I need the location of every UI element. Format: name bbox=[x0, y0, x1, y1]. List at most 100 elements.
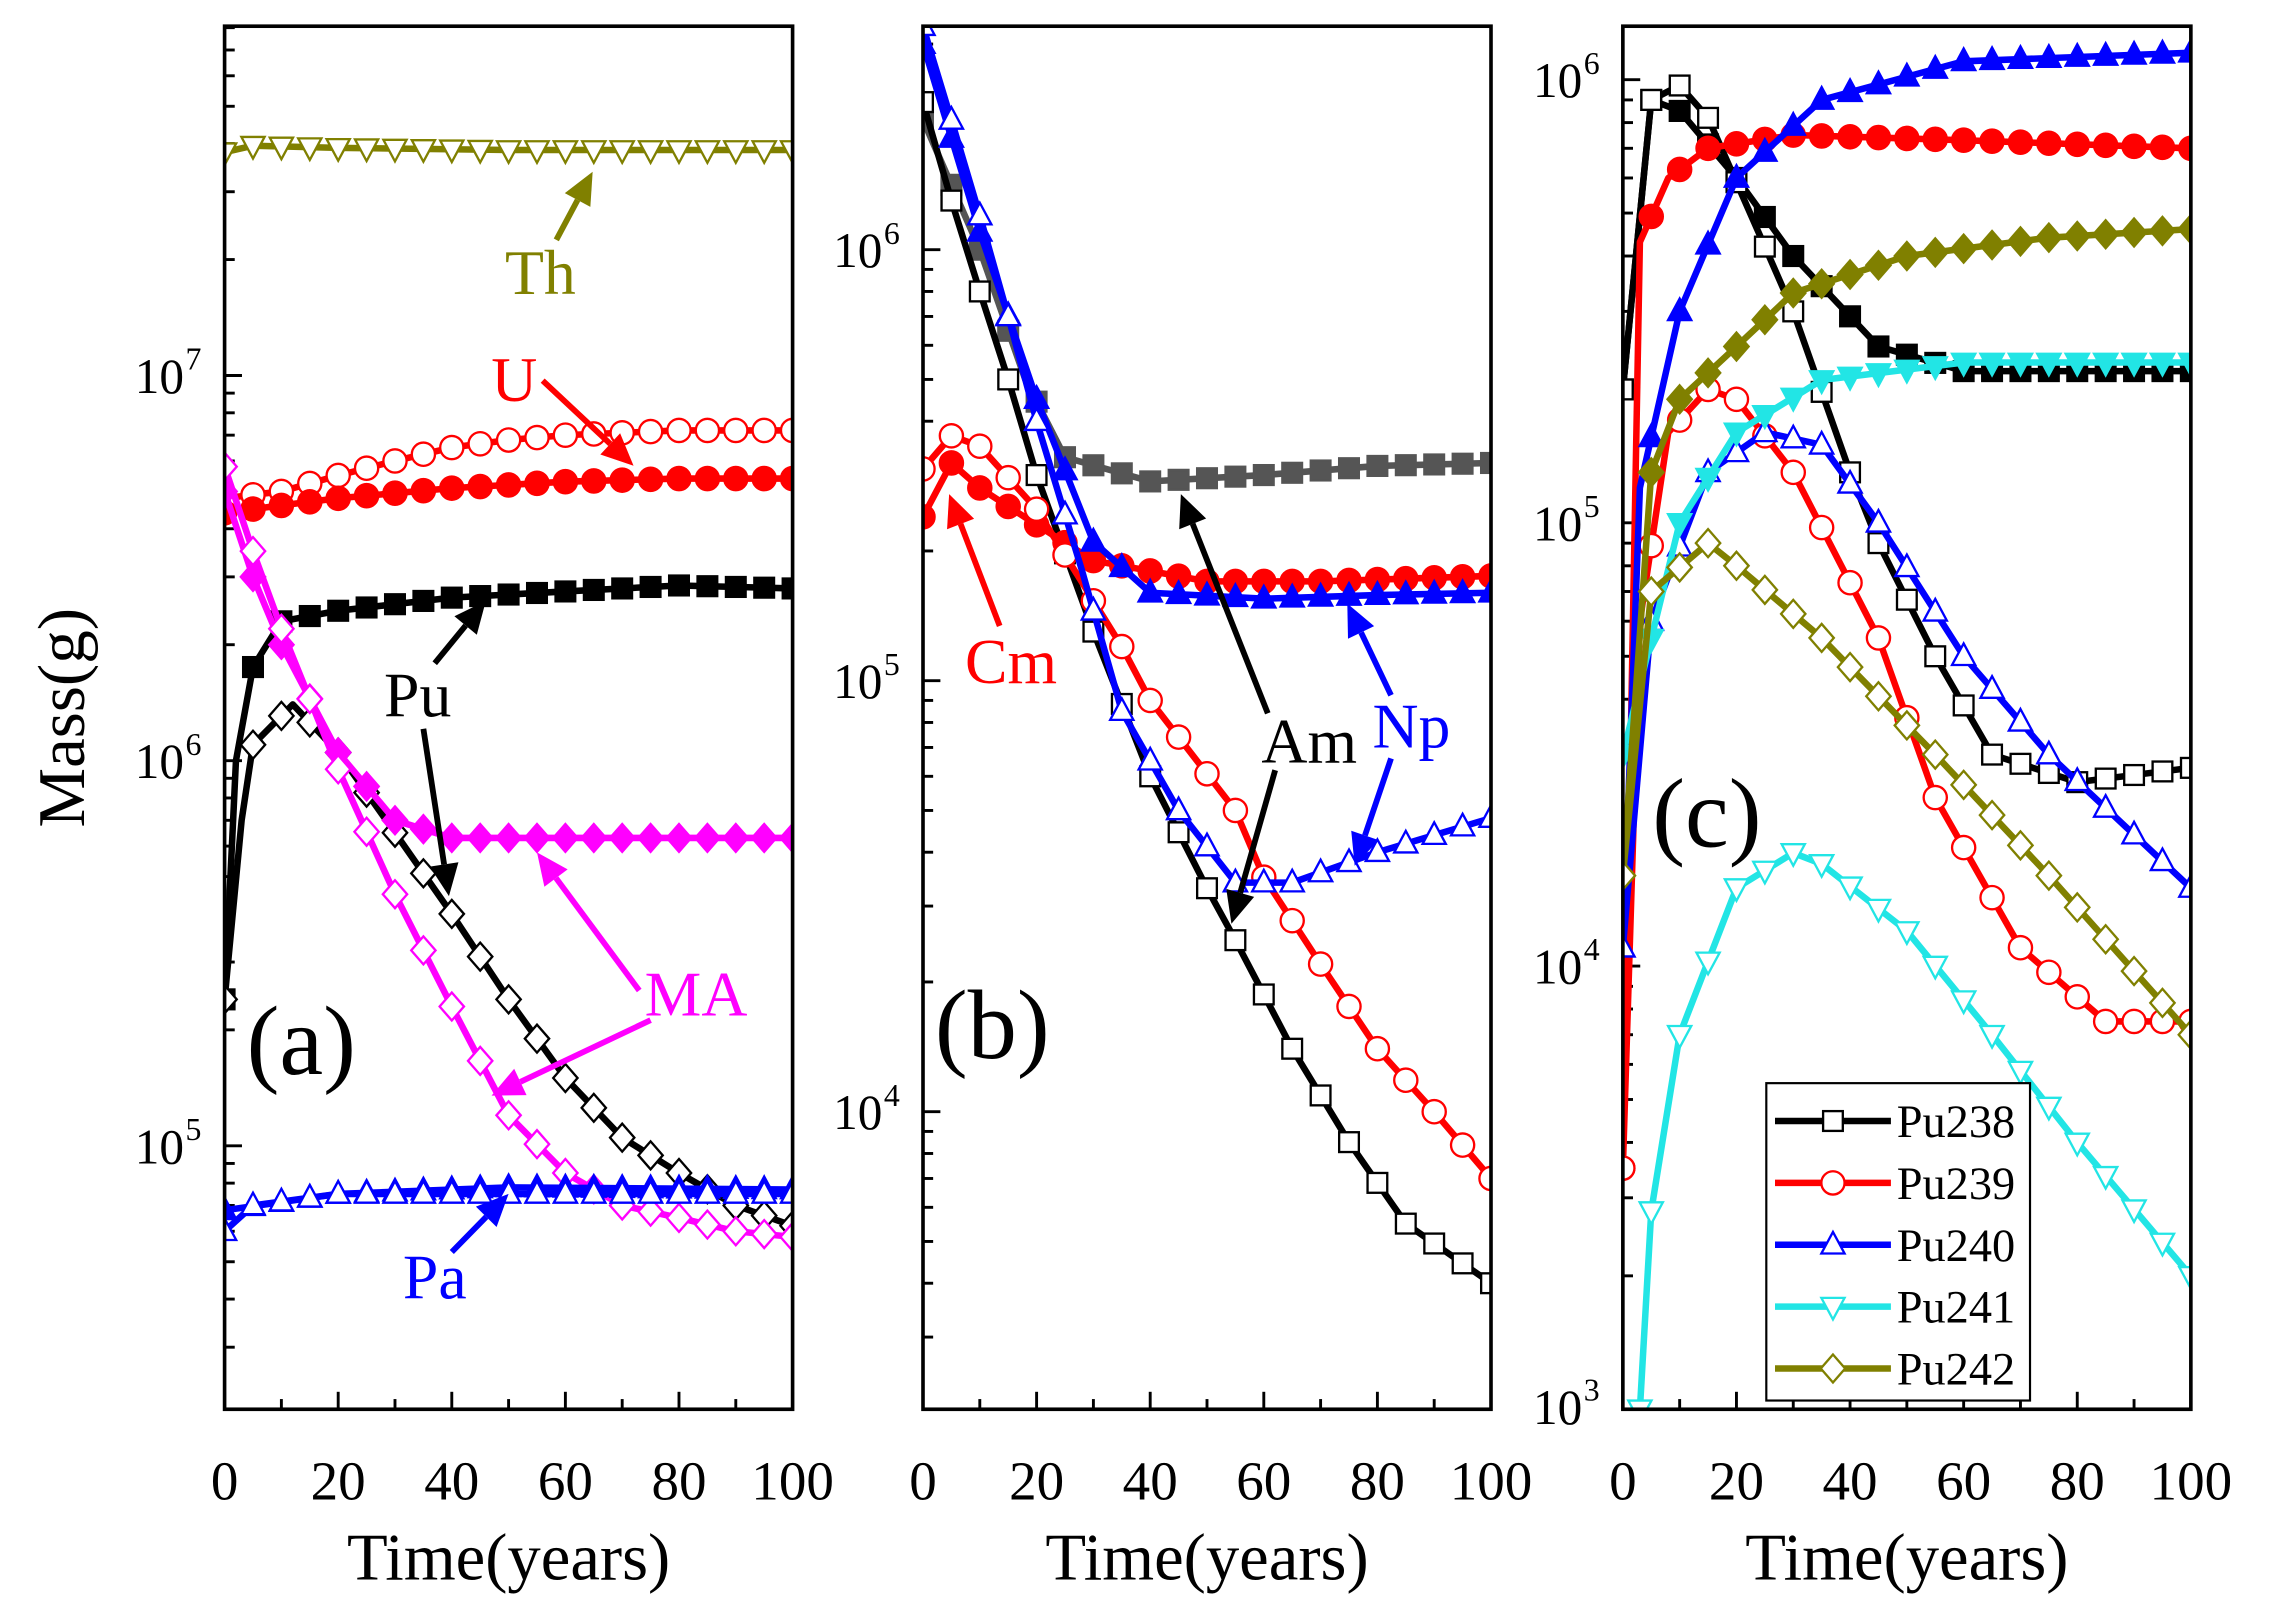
data-point bbox=[353, 455, 380, 482]
data-point bbox=[1950, 127, 1977, 154]
data-point bbox=[923, 26, 937, 37]
x-tick-label: 40 bbox=[1823, 1450, 1878, 1511]
data-point bbox=[1449, 578, 1477, 604]
data-point bbox=[224, 983, 239, 1016]
data-point bbox=[1195, 877, 1219, 900]
data-point bbox=[409, 813, 438, 845]
data-point bbox=[2120, 819, 2148, 845]
x-tick-label: 80 bbox=[651, 1450, 706, 1511]
data-point bbox=[723, 417, 749, 444]
data-point bbox=[239, 535, 267, 567]
data-point bbox=[438, 1178, 466, 1204]
annotation-arrow bbox=[553, 198, 581, 242]
data-point bbox=[1451, 452, 1474, 475]
data-point bbox=[1924, 645, 1947, 668]
data-point bbox=[1222, 797, 1249, 824]
data-point bbox=[1668, 74, 1691, 97]
data-point bbox=[1921, 236, 1949, 269]
data-point bbox=[608, 1121, 636, 1154]
arrow-head-icon bbox=[1226, 888, 1255, 924]
data-point bbox=[554, 580, 577, 603]
panel-label: (c) bbox=[1652, 759, 1761, 868]
data-point bbox=[1921, 596, 1949, 622]
series-np-open- bbox=[923, 26, 1491, 893]
data-point bbox=[1893, 921, 1921, 947]
data-point bbox=[1336, 993, 1362, 1020]
data-point bbox=[409, 1178, 437, 1204]
data-point bbox=[753, 576, 776, 599]
data-point bbox=[1364, 1035, 1391, 1062]
data-point bbox=[1638, 203, 1665, 230]
data-point bbox=[2037, 761, 2060, 785]
data-point bbox=[1779, 277, 1807, 309]
data-point bbox=[353, 1178, 381, 1204]
y-tick-label-base: 10 bbox=[1533, 939, 1582, 994]
data-point bbox=[352, 815, 381, 848]
data-point bbox=[353, 482, 380, 509]
data-point bbox=[438, 822, 466, 854]
data-point bbox=[1451, 1252, 1474, 1275]
series-line bbox=[923, 26, 1491, 886]
series-pu241-open- bbox=[1626, 843, 2191, 1410]
data-point bbox=[324, 753, 352, 785]
data-point bbox=[1979, 128, 2005, 155]
data-point bbox=[2006, 225, 2035, 258]
data-point bbox=[2063, 891, 2091, 924]
y-axis-label: Mass(g) bbox=[25, 608, 99, 827]
y-tick-label-exponent: 4 bbox=[884, 1078, 900, 1113]
data-point bbox=[940, 189, 963, 212]
data-point bbox=[2092, 40, 2120, 66]
annotation-th: Th bbox=[505, 171, 593, 308]
plot-frame bbox=[1621, 24, 2193, 1412]
data-point bbox=[1137, 687, 1163, 714]
data-point bbox=[779, 417, 793, 444]
data-point bbox=[2177, 1265, 2191, 1292]
y-tick-label-base: 10 bbox=[135, 734, 184, 789]
data-point bbox=[1079, 526, 1107, 552]
annotation-pu: Pu bbox=[384, 600, 486, 897]
data-point bbox=[467, 430, 493, 457]
data-point bbox=[2091, 218, 2120, 250]
data-point bbox=[2035, 221, 2063, 254]
data-point bbox=[382, 448, 408, 474]
data-point bbox=[1722, 422, 1750, 448]
data-point bbox=[1837, 123, 1863, 150]
data-point bbox=[1250, 867, 1278, 893]
arrow-head-icon bbox=[475, 1193, 509, 1227]
data-point bbox=[1894, 125, 1920, 152]
data-point bbox=[494, 983, 523, 1016]
x-tick-label: 0 bbox=[211, 1450, 239, 1511]
data-point bbox=[1921, 955, 1949, 981]
data-point bbox=[779, 465, 793, 492]
annotation-label: Cm bbox=[965, 626, 1057, 697]
data-point bbox=[1221, 581, 1249, 608]
data-point bbox=[297, 489, 323, 515]
annotation-am: Am bbox=[1179, 494, 1357, 924]
plot-frame bbox=[921, 24, 1493, 1412]
data-point bbox=[2064, 131, 2091, 158]
data-point bbox=[779, 140, 793, 166]
data-point bbox=[636, 1139, 665, 1172]
data-point bbox=[524, 470, 550, 497]
data-point bbox=[751, 417, 777, 444]
data-point bbox=[2092, 792, 2120, 818]
data-point bbox=[693, 1178, 721, 1204]
data-point bbox=[440, 586, 463, 609]
data-point bbox=[495, 140, 523, 166]
y-tick-label-base: 10 bbox=[135, 349, 184, 404]
annotation-arrow bbox=[957, 522, 1003, 627]
data-point bbox=[722, 1215, 750, 1248]
arrow-head-icon bbox=[429, 862, 459, 897]
data-point bbox=[2177, 37, 2191, 63]
annotation-label: Pu bbox=[384, 659, 451, 730]
data-point bbox=[1637, 422, 1665, 448]
data-point bbox=[466, 822, 494, 854]
data-point bbox=[438, 990, 466, 1023]
legend-item: Pu240 bbox=[1775, 1221, 2015, 1272]
data-point bbox=[523, 1128, 551, 1160]
data-point bbox=[1921, 53, 1949, 79]
data-point bbox=[469, 585, 492, 608]
legend-label: Pu240 bbox=[1897, 1221, 2015, 1272]
